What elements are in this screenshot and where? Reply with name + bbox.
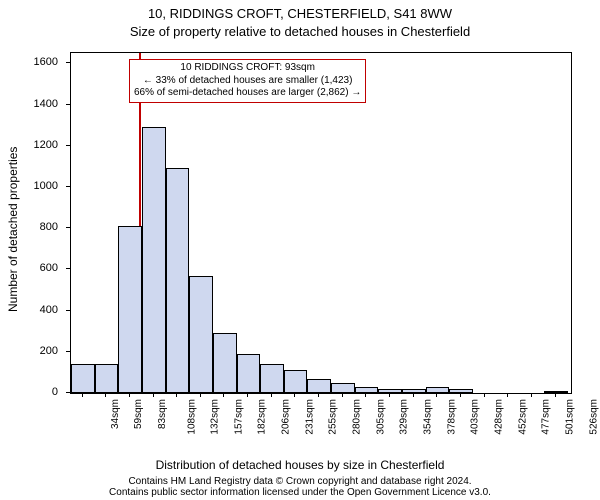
bar <box>284 370 308 393</box>
bar <box>189 276 213 393</box>
x-tick-label: 477sqm <box>541 399 552 435</box>
x-tick-label: 452sqm <box>517 399 528 435</box>
footer-attribution: Contains HM Land Registry data © Crown c… <box>4 476 596 498</box>
x-tick-label: 157sqm <box>233 399 244 435</box>
bar <box>166 168 190 393</box>
x-tick-label: 329sqm <box>399 399 410 435</box>
y-tick-label: 1600 <box>34 56 58 68</box>
x-tick-label: 305sqm <box>375 399 386 435</box>
bar <box>237 354 261 393</box>
y-tick-label: 1200 <box>34 139 58 151</box>
y-tick-label: 0 <box>52 386 58 398</box>
x-tick-label: 403sqm <box>470 399 481 435</box>
y-ticks: 02004006008001000120014001600 <box>0 52 66 392</box>
x-tick-label: 182sqm <box>257 399 268 435</box>
y-tick-label: 600 <box>40 262 58 274</box>
y-tick-label: 400 <box>40 304 58 316</box>
x-tick-label: 34sqm <box>110 399 121 429</box>
x-tick-label: 132sqm <box>210 399 221 435</box>
bar <box>260 364 284 393</box>
chart-title-address: 10, RIDDINGS CROFT, CHESTERFIELD, S41 8W… <box>0 6 600 21</box>
y-tick-label: 800 <box>40 221 58 233</box>
annotation-box: 10 RIDDINGS CROFT: 93sqm ← 33% of detach… <box>129 59 366 103</box>
bar <box>331 383 355 393</box>
y-tick-label: 200 <box>40 345 58 357</box>
x-tick-label: 526sqm <box>588 399 599 435</box>
bar <box>71 364 95 393</box>
annotation-line1: 10 RIDDINGS CROFT: 93sqm <box>134 62 361 75</box>
bar <box>142 127 166 393</box>
plot-area: 10 RIDDINGS CROFT: 93sqm ← 33% of detach… <box>70 52 572 394</box>
x-tick-label: 280sqm <box>352 399 363 435</box>
x-tick-label: 428sqm <box>494 399 505 435</box>
x-tick-label: 255sqm <box>328 399 339 435</box>
x-tick-label: 59sqm <box>133 399 144 429</box>
bar <box>118 226 142 393</box>
x-tick-label: 501sqm <box>564 399 575 435</box>
x-tick-label: 206sqm <box>281 399 292 435</box>
annotation-line2: ← 33% of detached houses are smaller (1,… <box>134 75 361 88</box>
chart-subtitle: Size of property relative to detached ho… <box>0 24 600 39</box>
x-tick-label: 83sqm <box>157 399 168 429</box>
bar <box>307 379 331 393</box>
bar <box>95 364 119 393</box>
x-tick-label: 108sqm <box>186 399 197 435</box>
bar <box>213 333 237 393</box>
y-tick-label: 1400 <box>34 98 58 110</box>
y-tick-label: 1000 <box>34 180 58 192</box>
x-axis-label: Distribution of detached houses by size … <box>0 458 600 472</box>
x-tick-label: 231sqm <box>304 399 315 435</box>
x-tick-label: 378sqm <box>446 399 457 435</box>
annotation-line3: 66% of semi-detached houses are larger (… <box>134 87 361 100</box>
x-ticks: 34sqm 59sqm 83sqm 108sqm 132sqm 157sqm 182sqm 2… <box>70 393 570 439</box>
x-tick-label: 354sqm <box>423 399 434 435</box>
